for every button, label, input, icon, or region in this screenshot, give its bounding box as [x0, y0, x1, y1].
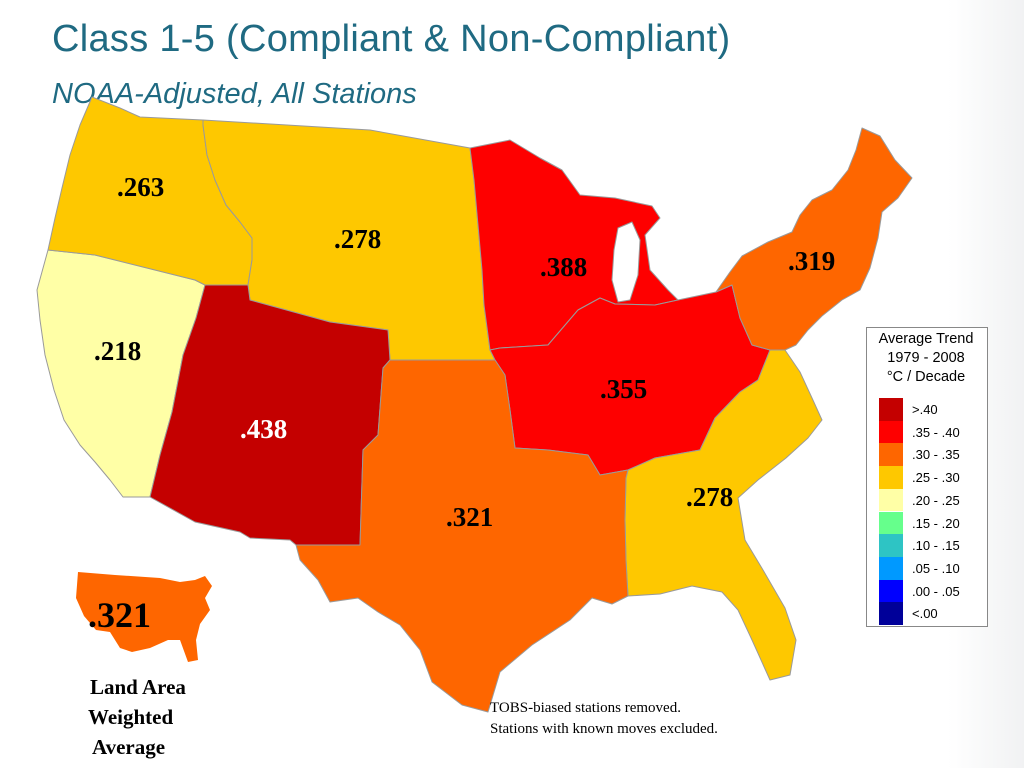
land-area-caption: Land Area Weighted Average	[86, 672, 186, 762]
value-northwest: .263	[117, 172, 165, 202]
us-inset-shape	[76, 572, 212, 662]
legend-item: >.40	[879, 398, 985, 421]
legend-title-line: °C / Decade	[886, 369, 966, 385]
legend-title: Average Trend 1979 - 2008 °C / Decade	[871, 328, 981, 398]
caption-line: Average	[92, 735, 166, 759]
legend-label: .15 - .20	[912, 515, 960, 531]
legend-swatch	[879, 602, 903, 625]
slide-title: Class 1-5 (Compliant & Non-Compliant)	[52, 18, 731, 60]
value-south: .321	[446, 502, 494, 532]
legend-swatch	[879, 556, 903, 580]
lake-michigan	[611, 221, 641, 303]
legend-item: .10 - .15	[879, 534, 985, 557]
legend-label: .30 - .35	[912, 447, 960, 463]
value-ohio-valley: .355	[600, 374, 648, 404]
region-northeast	[715, 127, 913, 351]
legend-label: .10 - .15	[912, 538, 960, 554]
legend-swatch	[879, 579, 903, 603]
legend-label: <.00	[912, 606, 938, 622]
legend-swatch	[879, 420, 903, 444]
legend-label: .25 - .30	[912, 470, 960, 486]
legend-label: >.40	[912, 402, 938, 417]
legend-label: .00 - .05	[912, 583, 960, 599]
legend-swatch	[879, 443, 903, 467]
legend-item: .35 - .40	[879, 420, 985, 444]
legend-item: .30 - .35	[879, 443, 985, 467]
legend-item: .25 - .30	[879, 466, 985, 489]
legend-label: .35 - .40	[912, 424, 960, 440]
legend-title-line: Average Trend	[878, 331, 974, 347]
inset-value: .321	[88, 595, 151, 635]
legend-swatch	[879, 466, 903, 489]
region-southeast	[624, 349, 823, 681]
legend-item: <.00	[879, 602, 985, 625]
value-upper-midwest: .388	[540, 252, 588, 282]
value-southeast: .278	[686, 482, 734, 512]
legend-title-line: 1979 - 2008	[887, 350, 965, 366]
legend-label: .20 - .25	[912, 492, 960, 508]
footnote-line: Stations with known moves excluded.	[490, 721, 718, 737]
legend-swatch	[879, 511, 903, 535]
value-west-coast: .218	[94, 336, 142, 366]
value-north-plains: .278	[334, 224, 382, 254]
legend-label: .05 - .10	[912, 560, 960, 576]
legend-item: .20 - .25	[879, 488, 985, 512]
footnote: TOBS-biased stations removed. Stations w…	[490, 698, 718, 740]
footnote-line: TOBS-biased stations removed.	[490, 700, 681, 716]
value-southwest: .438	[240, 414, 288, 444]
legend-item: .05 - .10	[879, 556, 985, 580]
caption-line: Weighted	[88, 705, 174, 729]
legend: Average Trend 1979 - 2008 °C / Decade >.…	[866, 327, 988, 627]
caption-line: Land Area	[90, 675, 186, 699]
legend-swatch	[879, 534, 903, 557]
legend-swatch	[879, 488, 903, 512]
legend-item: .15 - .20	[879, 511, 985, 535]
value-northeast: .319	[788, 246, 836, 276]
region-south	[295, 359, 629, 713]
legend-item: .00 - .05	[879, 579, 985, 603]
legend-swatch	[879, 398, 903, 421]
